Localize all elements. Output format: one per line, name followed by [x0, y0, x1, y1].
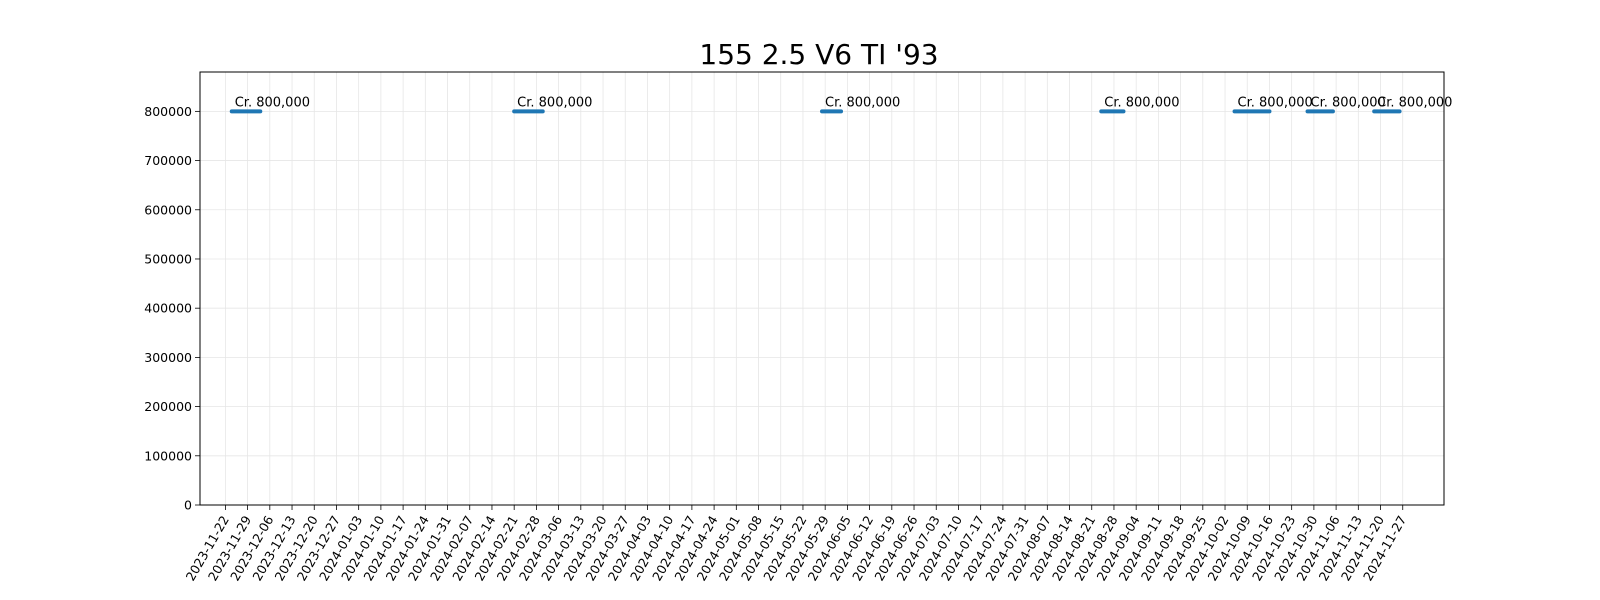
y-tick-label: 400000 [144, 301, 192, 316]
y-tick-label: 100000 [144, 448, 192, 463]
point-annotation: Cr. 800,000 [825, 95, 900, 110]
y-tick-label: 500000 [144, 251, 192, 266]
point-annotation: Cr. 800,000 [1311, 95, 1386, 110]
plot-frame [199, 71, 1445, 506]
point-annotation: Cr. 800,000 [1377, 95, 1452, 110]
chart-title: 155 2.5 V6 TI '93 [699, 38, 938, 71]
y-tick-label: 600000 [144, 202, 192, 217]
y-tick-label: 0 [184, 498, 192, 513]
y-tick-label: 200000 [144, 399, 192, 414]
x-axis: 2023-11-222023-11-292023-12-062023-12-13… [183, 505, 1409, 583]
point-annotation: Cr. 800,000 [1238, 95, 1313, 110]
y-tick-label: 300000 [144, 350, 192, 365]
y-tick-label: 700000 [144, 153, 192, 168]
annotation-layer: Cr. 800,000 Cr. 800,000 Cr. 800,000 Cr. 800… [235, 95, 1453, 110]
y-axis: 0 100000 200000 300000 400000 500000 600000 700… [144, 104, 200, 513]
point-annotation: Cr. 800,000 [1104, 95, 1179, 110]
point-annotation: Cr. 800,000 [235, 95, 310, 110]
point-annotation: Cr. 800,000 [517, 95, 592, 110]
y-tick-label: 800000 [144, 104, 192, 119]
grid-layer [200, 72, 1444, 506]
